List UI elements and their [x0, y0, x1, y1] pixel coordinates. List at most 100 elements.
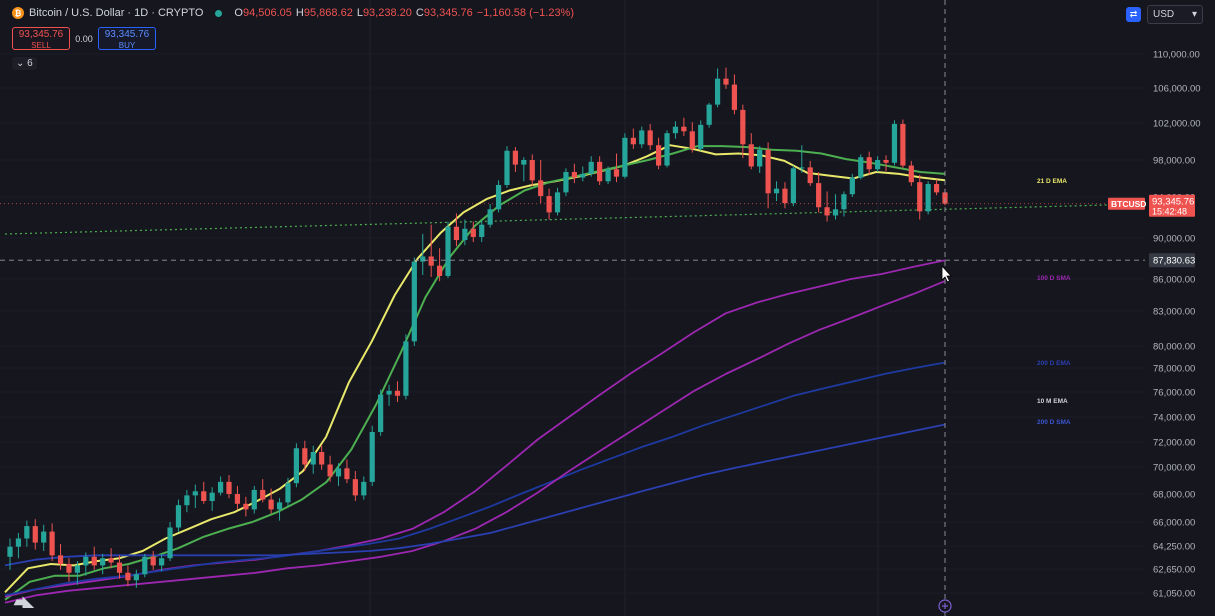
candle-87: [740, 104, 746, 159]
candle-body: [563, 172, 569, 193]
candle-body: [647, 130, 653, 146]
candle-body: [554, 192, 561, 213]
candle-39: [335, 463, 342, 486]
candle-body: [672, 126, 679, 134]
candle-66: [563, 168, 569, 197]
candle-body: [293, 448, 299, 484]
candle-body: [765, 149, 771, 194]
candle-95: [807, 160, 813, 186]
candle-body: [57, 555, 64, 564]
sell-button[interactable]: 93,345.76 SELL: [12, 27, 70, 50]
y-tick-label: 68,000.00: [1153, 490, 1195, 501]
candle-body: [66, 563, 72, 573]
y-tick-label: 86,000.00: [1153, 275, 1195, 286]
y-tick-label: 80,000.00: [1153, 342, 1195, 353]
candle-1: [15, 532, 22, 559]
compare-icon[interactable]: ⇄: [1126, 7, 1141, 22]
candle-36: [310, 445, 316, 474]
candle-91: [773, 181, 780, 202]
candle-19: [167, 522, 173, 562]
candle-body: [226, 481, 232, 494]
candle-body: [908, 165, 914, 183]
moving-average-series: [4, 144, 946, 604]
candle-body: [790, 168, 796, 204]
candle-body: [622, 137, 628, 177]
crosshair-price: 87,830.63: [1153, 256, 1195, 267]
buy-price: 93,345.76: [104, 29, 150, 40]
y-tick-label: 76,000.00: [1153, 388, 1195, 399]
candle-body: [41, 531, 47, 543]
candle-body: [933, 184, 940, 193]
candle-8: [74, 561, 80, 585]
candle-20: [175, 499, 182, 532]
candle-23: [201, 481, 207, 504]
candle-10: [91, 546, 97, 570]
candle-69: [588, 156, 594, 177]
candle-62: [529, 154, 535, 186]
candle-31: [268, 488, 274, 514]
candle-67: [571, 163, 577, 184]
candle-body: [310, 452, 316, 465]
candle-93: [790, 165, 796, 207]
candle-body: [268, 499, 274, 510]
candle-105: [891, 120, 898, 166]
candle-body: [276, 502, 283, 510]
candle-33: [285, 477, 291, 507]
candle-50: [428, 224, 434, 277]
candle-body: [133, 574, 139, 581]
candle-body: [462, 228, 468, 241]
candle-57: [487, 204, 493, 228]
series-line-5: [4, 423, 946, 567]
candle-97: [824, 191, 830, 222]
candle-44: [378, 389, 384, 436]
candle-body: [883, 160, 889, 163]
candle-42: [361, 476, 367, 500]
y-tick-label: 74,000.00: [1153, 413, 1195, 424]
candle-body: [453, 226, 460, 241]
symbol-title[interactable]: Bitcoin / U.S. Dollar · 1D · CRYPTO: [29, 7, 204, 19]
candle-22: [192, 484, 198, 508]
candle-32: [276, 498, 283, 521]
candle-body: [49, 531, 55, 556]
candle-77: [656, 137, 662, 170]
candle-body: [24, 526, 30, 539]
candle-body: [352, 479, 358, 496]
candle-body: [74, 565, 80, 573]
candle-body: [630, 137, 636, 145]
candle-89: [757, 146, 763, 173]
candle-74: [630, 128, 636, 149]
candle-body: [689, 131, 695, 149]
candle-7: [66, 558, 72, 582]
candle-35: [302, 440, 308, 472]
candle-28: [243, 496, 249, 517]
candle-body: [757, 149, 763, 167]
candle-body: [816, 183, 822, 208]
candle-88: [748, 133, 754, 170]
candle-body: [470, 228, 476, 237]
currency-select[interactable]: USD ▾: [1147, 5, 1203, 24]
candle-45: [386, 384, 392, 406]
buy-button[interactable]: 93,345.76 BUY: [98, 27, 156, 50]
indicators-toggle[interactable]: ⌄ 6: [12, 57, 37, 70]
candle-25: [217, 476, 224, 496]
candle-104: [883, 155, 889, 172]
candle-41: [352, 471, 358, 501]
y-tick-label: 70,000.00: [1153, 463, 1195, 474]
candle-body: [782, 188, 788, 204]
candle-72: [613, 153, 620, 183]
candle-body: [832, 209, 839, 216]
candle-18: [159, 553, 165, 572]
candle-55: [470, 221, 476, 243]
candle-81: [689, 122, 695, 153]
candle-14: [125, 565, 131, 587]
candle-body: [420, 256, 426, 262]
candle-52: [445, 221, 451, 278]
y-tick-label: 106,000.00: [1153, 84, 1201, 95]
spread-value: 0.00: [75, 33, 93, 44]
candle-46: [394, 381, 401, 402]
candle-40: [344, 459, 350, 484]
chevron-down-icon: ⌄: [16, 58, 25, 69]
